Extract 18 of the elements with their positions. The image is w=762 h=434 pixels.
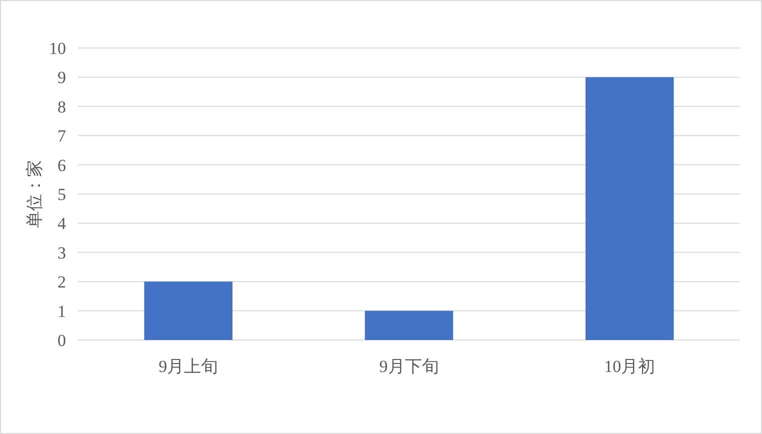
y-tick-label: 8: [58, 97, 66, 116]
x-tick-label: 9月上旬: [158, 357, 218, 376]
y-tick-label: 0: [58, 331, 66, 350]
bar: [364, 310, 454, 340]
x-tick-label: 9月下旬: [379, 357, 439, 376]
y-tick-label: 5: [58, 185, 66, 204]
y-tick-label: 6: [58, 156, 66, 175]
x-tick-label: 10月初: [604, 357, 656, 376]
bar: [586, 77, 674, 340]
y-tick-label: 7: [58, 126, 66, 146]
y-tick-label: 2: [58, 272, 66, 292]
bar: [144, 282, 232, 340]
y-axis-title: 单位：家: [25, 160, 44, 228]
y-tick-label: 3: [58, 243, 66, 262]
y-tick-label: 4: [58, 214, 66, 234]
y-tick-label: 10: [49, 39, 66, 58]
y-tick-label: 1: [58, 302, 66, 321]
y-tick-label: 9: [58, 68, 66, 88]
